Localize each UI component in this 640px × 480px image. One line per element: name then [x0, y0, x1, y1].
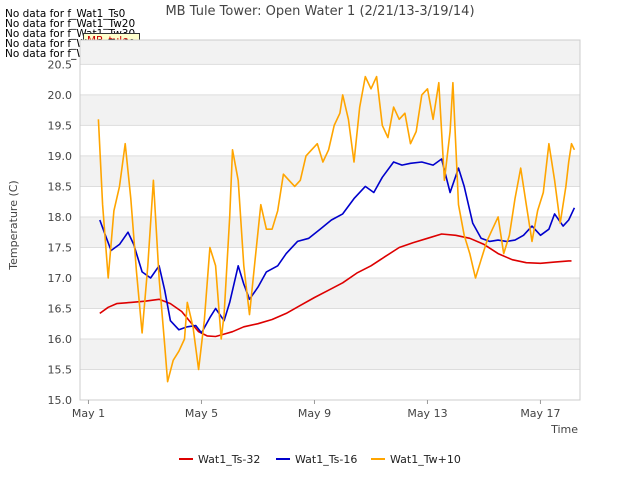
y-tick-label: 16.0	[48, 333, 73, 346]
no-data-message-ts0: No data for f_Wat1_Ts0	[5, 8, 126, 20]
x-tick-label: May 13	[407, 407, 447, 420]
no-data-message-tw20: No data for f_Wat1_Tw20	[5, 18, 136, 30]
y-axis-label: Temperature (C)	[7, 180, 20, 270]
chart-title: MB Tule Tower: Open Water 1 (2/21/13-3/1…	[165, 4, 474, 19]
background-band	[80, 94, 580, 126]
x-tick-label: May 17	[520, 407, 560, 420]
plot-area-border	[79, 39, 581, 401]
background-band	[80, 338, 580, 370]
y-tick-label: 17.5	[48, 241, 73, 254]
no-data-message-tw50: No data for f_Wat1_Tw50	[5, 48, 136, 60]
series-lines	[97, 75, 576, 383]
y-tick-label: 15.5	[48, 363, 73, 376]
legend-swatch-ts-16	[276, 458, 290, 460]
legend-swatch-tw10	[371, 458, 385, 460]
y-tick-label: 18.5	[48, 180, 73, 193]
y-tick-label: 19.5	[48, 119, 73, 132]
no-data-message-tw30: No data for f_Wat1_Tw30	[5, 28, 136, 40]
y-axis-ticks: 15.0 15.5 16.0 16.5 17.0 17.5 18.0 18.5 19.0 19.5…	[48, 58, 73, 407]
legend-item-ts-16: Wat1_Ts-16	[276, 453, 357, 469]
legend: Wat1_Ts-32 Wat1_Ts-16 Wat1_Tw+10	[0, 453, 640, 469]
x-tick-label: May 1	[72, 407, 105, 420]
y-tick-label: 19.0	[48, 150, 73, 163]
y-tick-label: 15.0	[48, 394, 73, 407]
background-band	[80, 277, 580, 309]
background-band	[80, 155, 580, 187]
legend-label-tw10: Wat1_Tw+10	[390, 453, 461, 466]
x-axis-label: Time	[550, 423, 578, 436]
y-tick-label: 17.0	[48, 272, 73, 285]
y-tick-label: 16.5	[48, 302, 73, 315]
x-tick-label: May 5	[185, 407, 218, 420]
y-tick-label: 20.0	[48, 89, 73, 102]
series-line-wat1-ts-32	[99, 233, 572, 338]
legend-label-ts-16: Wat1_Ts-16	[295, 453, 358, 466]
legend-item-tw10: Wat1_Tw+10	[371, 453, 461, 469]
series-line-wat1-tw-10	[97, 75, 576, 383]
background-band	[80, 40, 580, 65]
legend-item-ts-32: Wat1_Ts-32	[179, 453, 260, 469]
y-tick-label: 18.0	[48, 211, 73, 224]
legend-label-ts-32: Wat1_Ts-32	[198, 453, 261, 466]
legend-swatch-ts-32	[179, 458, 193, 460]
y-tick-label: 20.5	[48, 58, 73, 71]
x-axis-ticks: May 1 May 5 May 9 May 13 May 17	[72, 400, 561, 420]
no-data-message-tw40: No data for f_Wat1_Tw40	[5, 38, 136, 50]
x-tick-label: May 9	[298, 407, 331, 420]
